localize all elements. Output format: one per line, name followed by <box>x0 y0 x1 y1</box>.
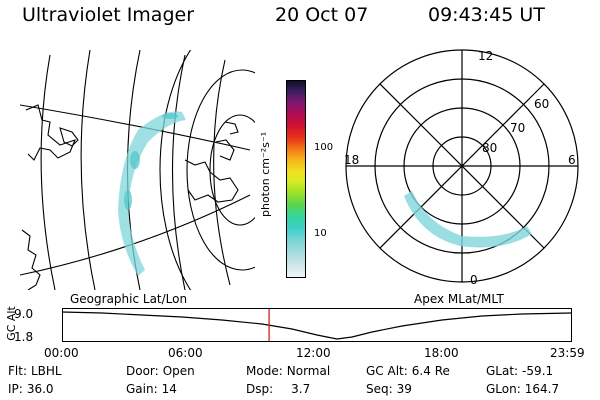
colorbar-tick-10: 10 <box>314 228 327 239</box>
time-tick-2359: 23:59 <box>550 346 585 360</box>
app-title: Ultraviolet Imager <box>22 4 195 26</box>
colorbar-tick-100: 100 <box>314 142 334 153</box>
mlt-label-18: 18 <box>344 153 359 167</box>
gc-alt-field: GC Alt: 6.4 Re <box>366 364 450 378</box>
glat-label: GLat: <box>486 364 519 378</box>
ip-value: 36.0 <box>26 382 54 396</box>
dsp-label: Dsp: <box>246 382 274 396</box>
mlat-label-80: 80 <box>482 141 497 155</box>
time-tick-1800: 18:00 <box>424 346 459 360</box>
glon-label: GLon: <box>486 382 521 396</box>
time-tick-0000: 00:00 <box>44 346 79 360</box>
seq-label: Seq: <box>366 382 393 396</box>
glon-field: GLon: 164.7 <box>486 382 559 396</box>
filter-value: LBHL <box>30 364 62 378</box>
gain-field: Gain: 14 <box>126 382 177 396</box>
mode-label: Mode: <box>246 364 283 378</box>
geographic-map <box>20 50 255 290</box>
gain-label: Gain: <box>126 382 158 396</box>
time-tick-0600: 06:00 <box>168 346 203 360</box>
observation-date: 20 Oct 07 <box>275 4 369 26</box>
glat-field: GLat: -59.1 <box>486 364 553 378</box>
filter-field: Flt: LBHL <box>8 364 62 378</box>
mode-field: Mode: Normal <box>246 364 330 378</box>
ip-label: IP: <box>8 382 23 396</box>
glon-value: 164.7 <box>524 382 560 396</box>
altitude-strip <box>62 308 572 342</box>
altitude-tick-9: 9.0 <box>14 307 34 321</box>
mode-value: Normal <box>286 364 331 378</box>
door-value: Open <box>162 364 195 378</box>
observation-time: 09:43:45 UT <box>428 4 545 26</box>
geographic-map-label: Geographic Lat/Lon <box>70 292 188 306</box>
gc-alt-value: 6.4 Re <box>411 364 450 378</box>
mlat-label-70: 70 <box>510 121 525 135</box>
mlt-label-12: 12 <box>478 49 493 63</box>
seq-value: 39 <box>396 382 412 396</box>
dsp-field: Dsp: 3.7 <box>246 382 310 396</box>
colorbar-unit-label: photon cm⁻²s⁻¹ <box>259 131 272 217</box>
mlt-label-6: 6 <box>568 153 576 167</box>
door-label: Door: <box>126 364 159 378</box>
altitude-tick-1-8: 1.8 <box>14 330 34 344</box>
ip-field: IP: 36.0 <box>8 382 54 396</box>
gc-alt-label: GC Alt: <box>366 364 408 378</box>
apex-map-label: Apex MLat/MLT <box>414 292 504 306</box>
header: Ultraviolet Imager 20 Oct 07 09:43:45 UT <box>0 4 600 30</box>
filter-label: Flt: <box>8 364 27 378</box>
mlat-label-60: 60 <box>534 97 549 111</box>
dsp-value: 3.7 <box>291 382 311 396</box>
door-field: Door: Open <box>126 364 195 378</box>
glat-value: -59.1 <box>522 364 554 378</box>
seq-field: Seq: 39 <box>366 382 412 396</box>
apex-polar-plot: 12 0 18 6 60 70 80 <box>344 49 579 286</box>
time-tick-1200: 12:00 <box>296 346 331 360</box>
gain-value: 14 <box>161 382 177 396</box>
mlt-label-0: 0 <box>470 273 478 286</box>
photon-flux-colorbar <box>286 80 306 278</box>
